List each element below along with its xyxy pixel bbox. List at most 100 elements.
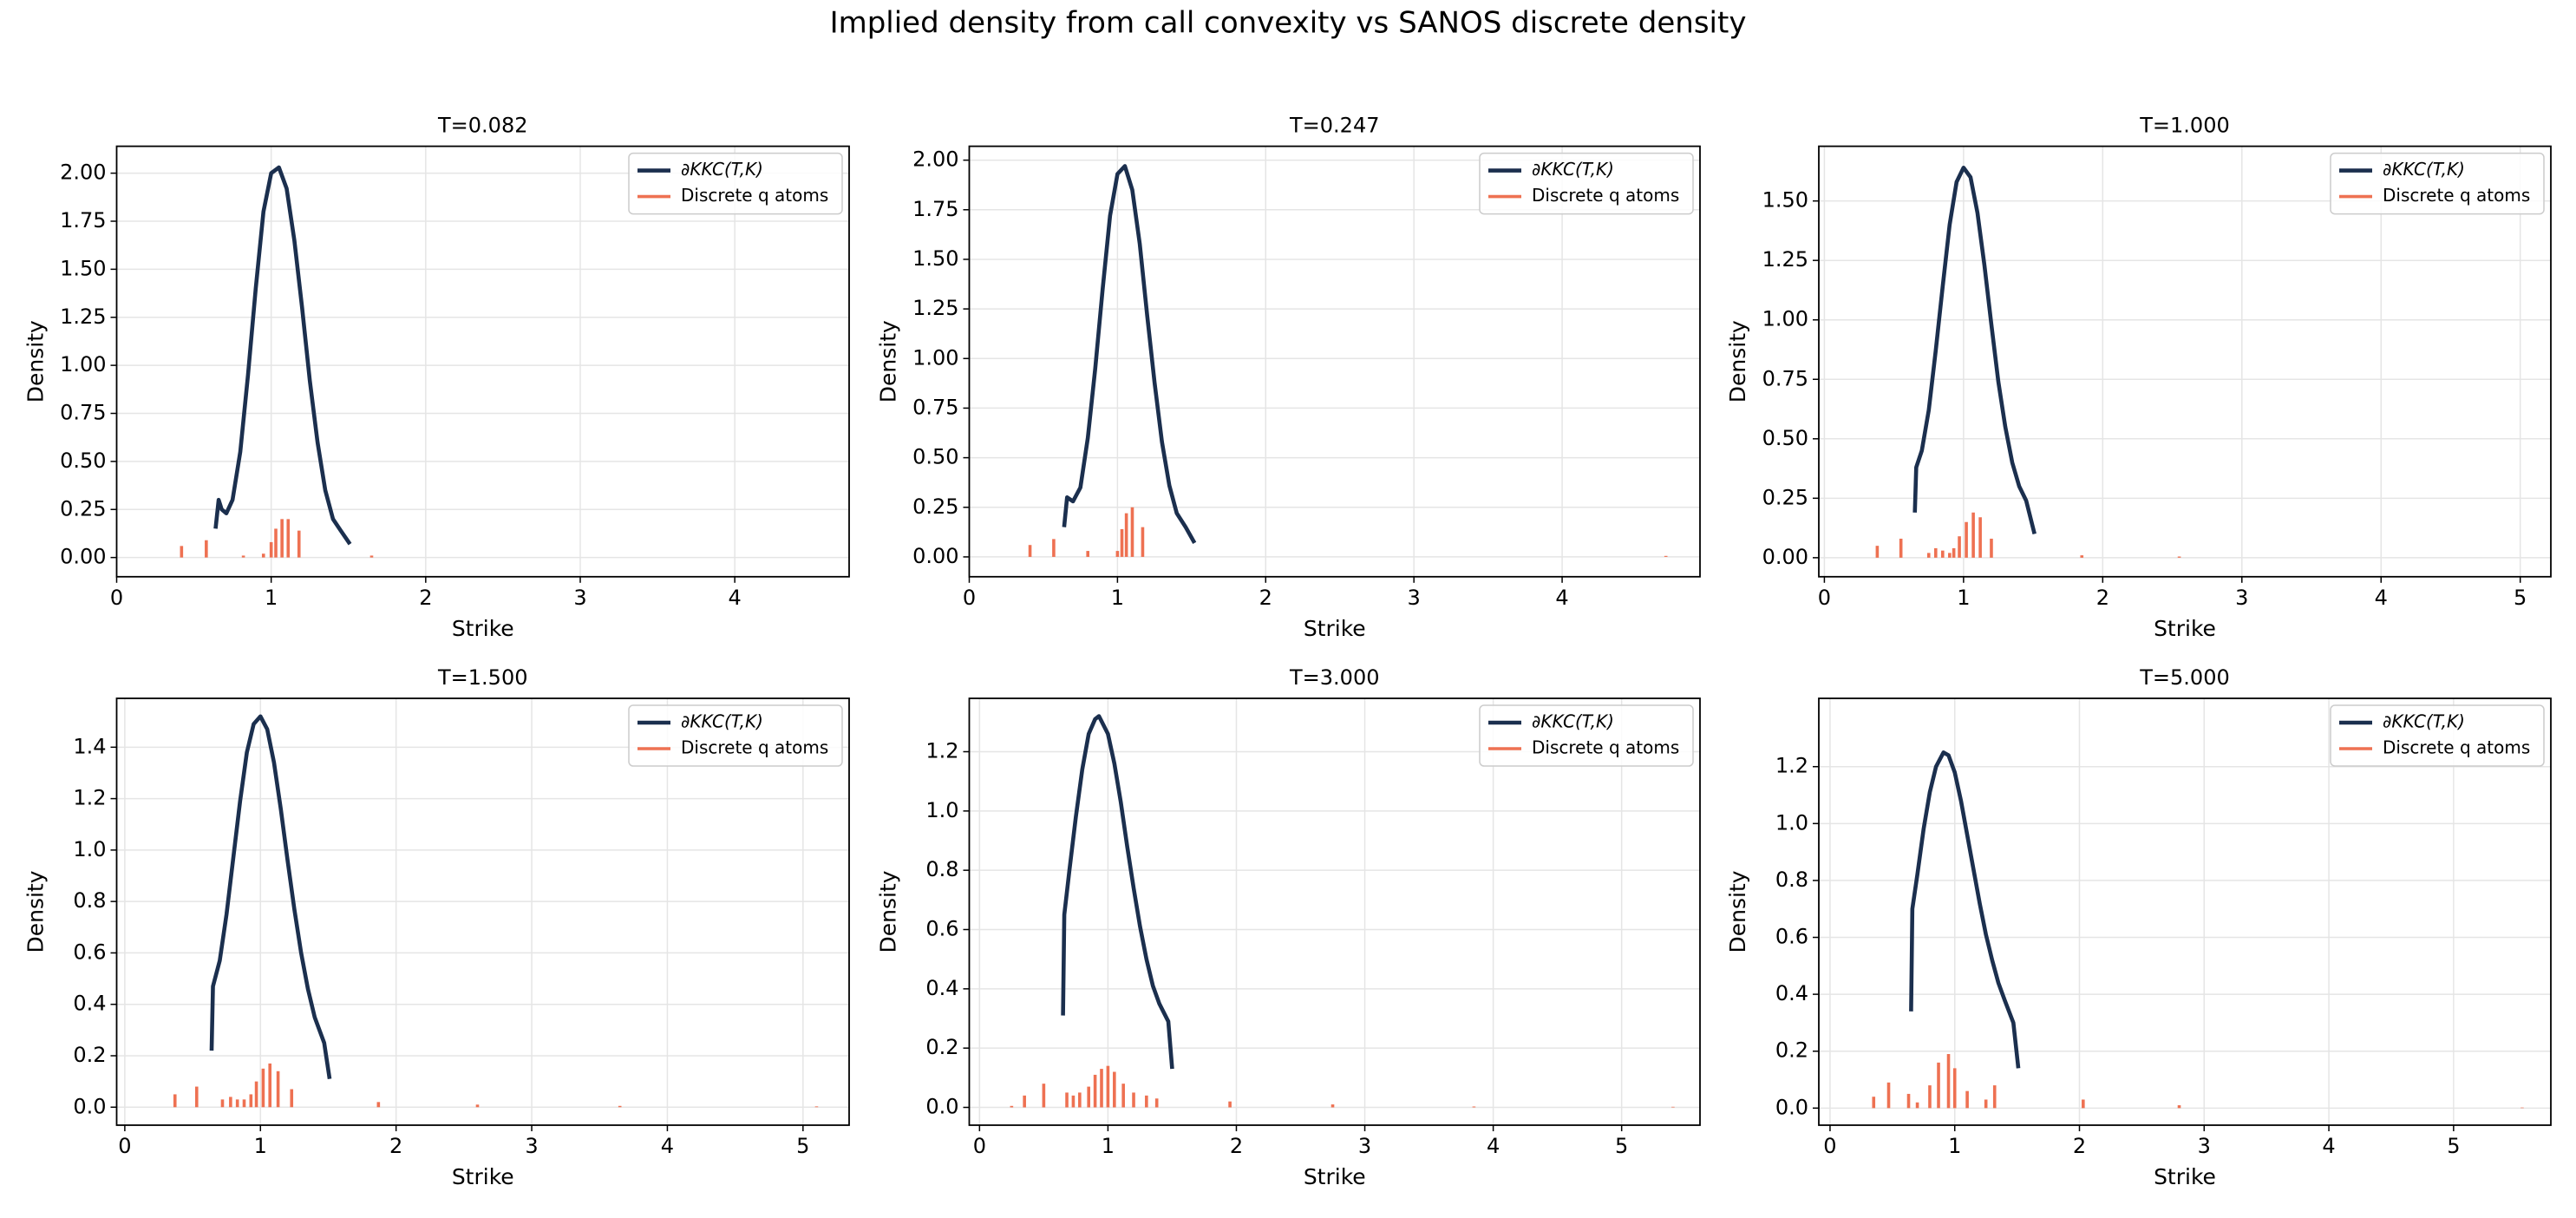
x-tick-label: 2 [2073,1134,2086,1158]
x-axis-label: Strike [452,616,514,641]
y-tick-label: 0.25 [60,496,106,521]
y-tick-label: 1.75 [60,208,106,232]
x-tick-label: 1 [1102,1134,1115,1158]
y-tick-label: 0.4 [1775,981,1808,1005]
y-tick-label: 1.25 [912,296,958,320]
subplot: 0.00 0.25 0.50 0.75 1.00 1.25 1.50 1.75 2.00 0 1 2 3… [23,114,850,641]
subplot: 0.00 0.25 0.50 0.75 1.00 1.25 1.50 1.75 2.00 0 1 2 3… [876,114,1701,641]
y-tick-label: 0.00 [912,544,958,568]
x-tick-label: 1 [265,586,278,610]
legend-box [2330,152,2545,215]
y-tick-label: 1.0 [925,798,958,822]
y-tick-label: 0.2 [925,1035,958,1059]
y-tick-label: 2.00 [912,147,958,172]
y-tick-label: 1.00 [912,345,958,370]
x-tick-label: 3 [2198,1134,2211,1158]
legend-box [628,704,843,767]
subplot-title: T=3.000 [1289,665,1379,690]
x-tick-label: 4 [1487,1134,1500,1158]
y-tick-label: 0.75 [60,401,106,425]
y-axis-label: Density [876,320,901,403]
x-tick-label: 2 [389,1134,402,1158]
legend-label: ∂KKC(T,K) [681,711,763,732]
x-tick-label: 0 [1823,1134,1836,1158]
subplot: 0.0 0.2 0.4 0.6 0.8 1.0 1.2 0 1 2 3 4 5 T=3.000 Strike… [876,665,1701,1189]
y-tick-label: 0.0 [925,1095,958,1119]
y-tick-label: 1.2 [73,786,106,810]
legend-label: ∂KKC(T,K) [1532,711,1614,732]
y-tick-label: 0.6 [1775,925,1808,949]
density-curve [1062,164,1197,545]
y-tick-label: 1.50 [912,246,958,271]
subplot: 0.0 0.2 0.4 0.6 0.8 1.0 1.2 1.4 0 1 2 3 4 5 T=1.500 Str… [23,665,850,1189]
y-tick-label: 0.8 [1775,868,1808,892]
subplot-title: T=5.000 [2139,665,2229,690]
y-tick-label: 0.6 [73,940,106,964]
subplot-title: T=0.082 [437,114,527,138]
y-tick-label: 0.8 [925,857,958,881]
x-tick-label: 0 [110,586,123,610]
y-tick-label: 2.00 [60,160,106,185]
y-tick-label: 0.4 [73,992,106,1016]
y-tick-label: 1.50 [60,256,106,280]
legend-box [1479,704,1694,767]
x-tick-label: 4 [729,586,742,610]
x-tick-label: 1 [1957,586,1970,610]
legend-label: ∂KKC(T,K) [681,159,763,180]
x-tick-label: 4 [2375,586,2388,610]
x-tick-label: 3 [573,586,586,610]
y-tick-label: 0.8 [73,888,106,913]
y-tick-label: 0.2 [1775,1038,1808,1063]
y-tick-label: 0.50 [1762,426,1808,450]
x-tick-label: 1 [254,1134,267,1158]
y-tick-label: 0.6 [925,917,958,941]
legend-box [628,152,843,215]
x-tick-label: 4 [1555,586,1568,610]
subplot: 0.00 0.25 0.50 0.75 1.00 1.25 1.50 0 1 2 3 4 5 T=1.00… [1725,114,2552,641]
x-tick-label: 4 [2322,1134,2335,1158]
y-tick-label: 0.4 [925,976,958,1000]
x-tick-label: 5 [2514,586,2527,610]
y-axis-label: Density [1725,870,1750,953]
axes-frame [1818,697,2552,1126]
y-tick-label: 0.25 [1762,485,1808,509]
x-tick-label: 1 [1948,1134,1961,1158]
y-tick-label: 1.50 [1762,188,1808,213]
y-tick-label: 0.0 [1775,1095,1808,1119]
axes-frame [115,697,850,1126]
x-tick-label: 2 [1230,1134,1243,1158]
density-curve [1912,165,2037,535]
x-tick-label: 5 [1615,1134,1628,1158]
subplot-title: T=1.500 [437,665,527,690]
x-tick-label: 0 [1818,586,1831,610]
x-axis-label: Strike [2154,616,2216,641]
x-tick-label: 3 [1358,1134,1371,1158]
legend-label: Discrete q atoms [1532,737,1679,758]
y-tick-label: 1.75 [912,197,958,221]
axes-frame [968,145,1701,578]
axes-frame [968,697,1701,1126]
x-tick-label: 5 [796,1134,809,1158]
legend-label: ∂KKC(T,K) [2383,159,2465,180]
subplot: 0.0 0.2 0.4 0.6 0.8 1.0 1.2 0 1 2 3 4 5 T=5.000 Strike… [1725,665,2552,1189]
subplot-title: T=0.247 [1289,114,1379,138]
x-tick-label: 2 [2096,586,2109,610]
y-tick-label: 1.4 [73,734,106,758]
legend-label: Discrete q atoms [2383,737,2530,758]
x-tick-label: 4 [661,1134,674,1158]
figure-title: Implied density from call convexity vs S… [830,6,1747,41]
y-tick-label: 0.50 [60,449,106,473]
y-tick-label: 1.25 [1762,247,1808,272]
density-curve [209,714,332,1079]
y-tick-label: 0.75 [1762,366,1808,390]
legend-label: ∂KKC(T,K) [1532,159,1614,180]
density-curve [1909,750,2021,1069]
x-tick-label: 0 [973,1134,986,1158]
y-tick-label: 1.0 [1775,810,1808,835]
x-axis-label: Strike [1304,616,1366,641]
y-tick-label: 1.0 [73,837,106,861]
y-tick-label: 0.0 [73,1094,106,1118]
